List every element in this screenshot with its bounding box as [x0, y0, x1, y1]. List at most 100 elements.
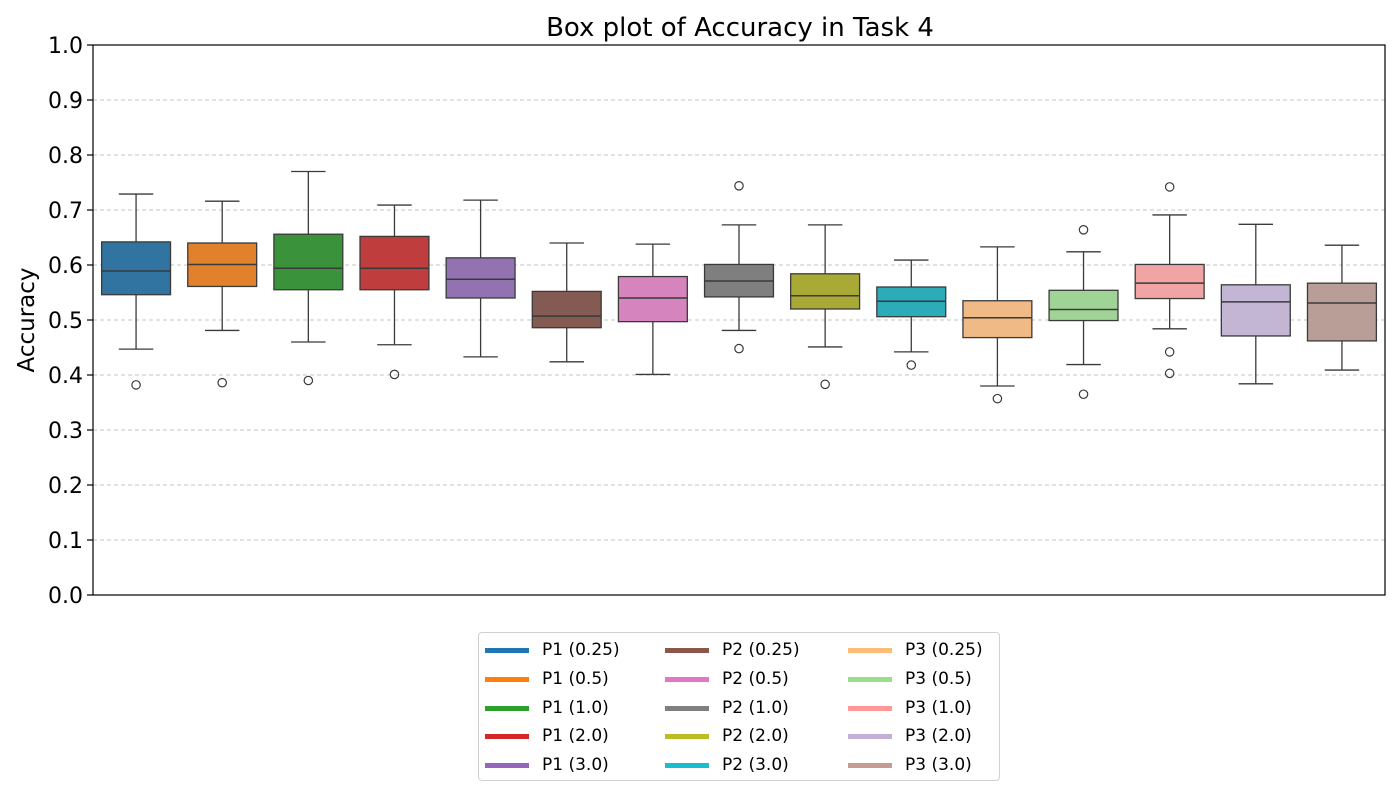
box-10 — [876, 259, 947, 370]
legend-item: P1 (3.0) — [485, 754, 609, 776]
outlier-point — [820, 379, 830, 390]
outlier-point — [734, 181, 744, 191]
legend-label: P1 (0.5) — [542, 669, 609, 689]
box-body — [962, 300, 1033, 339]
legend-swatch — [665, 676, 709, 682]
outlier-point — [734, 343, 744, 354]
box-7 — [617, 243, 688, 376]
y-axis-label: Accuracy — [14, 267, 40, 372]
box-body — [273, 233, 344, 291]
box-12 — [1048, 225, 1119, 400]
legend-item: P2 (0.25) — [665, 639, 800, 661]
box-14 — [1220, 223, 1291, 385]
legend-item: P3 (3.0) — [848, 754, 972, 776]
y-tick-label: 0.6 — [48, 254, 83, 279]
legend-item: P1 (2.0) — [485, 725, 609, 747]
outlier-point — [1164, 368, 1175, 379]
y-axis: 0.0 0.1 0.2 0.3 0.4 0.5 0.6 0.7 0.8 0.9 1.0 — [48, 34, 93, 609]
legend-swatch — [485, 647, 529, 653]
plot-frame — [92, 44, 1386, 596]
legend-swatch — [848, 676, 892, 682]
box-body — [1306, 282, 1378, 342]
box-1 — [100, 193, 172, 390]
box-8 — [703, 181, 775, 354]
legend-item: P3 (0.5) — [848, 668, 972, 690]
box-body — [617, 275, 688, 323]
legend-item: P2 (1.0) — [665, 697, 789, 719]
legend-label: P2 (0.25) — [722, 640, 800, 660]
legend-swatch — [848, 647, 892, 653]
outlier-point — [906, 360, 917, 370]
legend-item: P2 (3.0) — [665, 754, 789, 776]
legend-swatch — [848, 705, 892, 711]
box-2 — [187, 200, 258, 388]
outlier-point — [1078, 225, 1089, 235]
legend-swatch — [848, 762, 892, 768]
legend-label: P3 (2.0) — [905, 726, 972, 746]
legend-label: P2 (1.0) — [722, 698, 789, 718]
legend-swatch — [665, 733, 709, 739]
legend-swatch — [485, 705, 529, 711]
legend-swatch — [665, 647, 709, 653]
legend-item: P2 (2.0) — [665, 725, 789, 747]
box-11 — [962, 246, 1033, 404]
y-tick-label: 0.3 — [48, 419, 83, 444]
outlier-point — [1164, 347, 1175, 357]
legend-item: P3 (2.0) — [848, 725, 972, 747]
legend-swatch — [485, 733, 529, 739]
legend-label: P3 (0.5) — [905, 669, 972, 689]
legend-label: P3 (3.0) — [905, 755, 972, 775]
outlier-point — [389, 369, 400, 380]
legend-label: P2 (3.0) — [722, 755, 789, 775]
legend-label: P2 (2.0) — [722, 726, 789, 746]
legend-label: P1 (1.0) — [542, 698, 609, 718]
outlier-point — [217, 377, 227, 388]
legend-label: P3 (0.25) — [905, 640, 983, 660]
box-body — [445, 257, 516, 299]
outlier-point — [303, 375, 314, 386]
legend-swatch — [848, 733, 892, 739]
legend-item: P3 (0.25) — [848, 639, 983, 661]
y-tick-label: 0.8 — [48, 144, 83, 169]
y-tick-label: 1.0 — [48, 34, 83, 59]
legend-swatch — [665, 762, 709, 768]
legend-swatch — [485, 762, 529, 768]
box-3 — [273, 170, 344, 386]
box-body — [1220, 284, 1291, 337]
y-tick-label: 0.9 — [48, 89, 83, 114]
y-tick-label: 0.7 — [48, 199, 83, 224]
box-4 — [359, 204, 430, 380]
box-series — [100, 170, 1378, 404]
box-body — [100, 241, 172, 296]
box-body — [1134, 263, 1205, 300]
legend-item: P2 (0.5) — [665, 668, 789, 690]
legend-item: P1 (0.25) — [485, 639, 620, 661]
y-tick-label: 0.5 — [48, 309, 83, 334]
box-5 — [445, 199, 516, 358]
y-tick-label: 0.4 — [48, 364, 83, 389]
legend-item: P3 (1.0) — [848, 697, 972, 719]
box-body — [1048, 289, 1119, 322]
legend-label: P3 (1.0) — [905, 698, 972, 718]
box-13 — [1134, 182, 1205, 379]
y-tick-label: 0.1 — [48, 529, 83, 554]
box-15 — [1306, 244, 1378, 371]
legend: P1 (0.25) P1 (0.5) P1 (1.0) P1 (2.0) P1 (3.0… — [478, 632, 1000, 781]
legend-item: P1 (1.0) — [485, 697, 609, 719]
legend-swatch — [665, 705, 709, 711]
outlier-point — [131, 380, 141, 390]
box-6 — [531, 242, 602, 363]
legend-label: P1 (0.25) — [542, 640, 620, 660]
outlier-point — [1078, 389, 1089, 400]
legend-label: P1 (3.0) — [542, 755, 609, 775]
box-body — [790, 273, 861, 310]
outlier-point — [1164, 182, 1175, 192]
outlier-point — [992, 393, 1003, 404]
chart-title: Box plot of Accuracy in Task 4 — [546, 13, 934, 43]
box-body — [531, 290, 602, 329]
y-tick-label: 0.2 — [48, 474, 83, 499]
legend-item: P1 (0.5) — [485, 668, 609, 690]
legend-label: P1 (2.0) — [542, 726, 609, 746]
